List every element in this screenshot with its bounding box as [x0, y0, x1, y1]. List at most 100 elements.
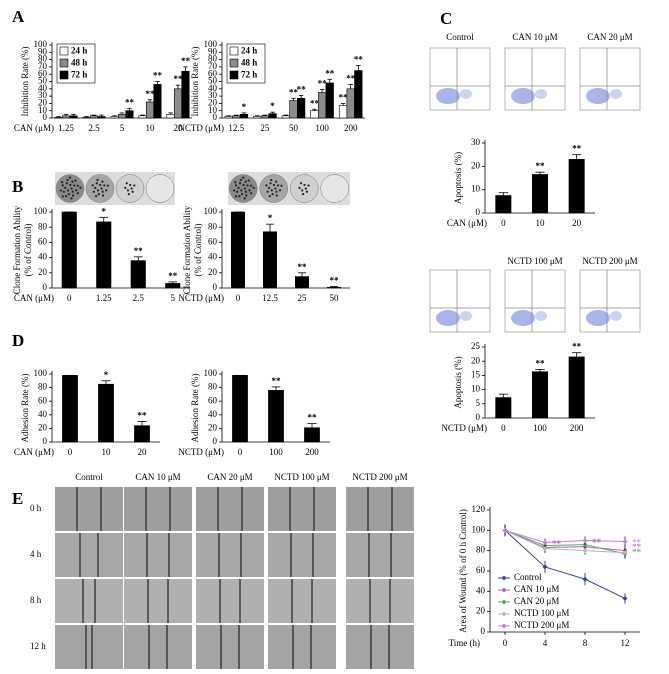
colony-dot: [70, 187, 73, 190]
y-tick-label: 100: [204, 39, 218, 49]
wound-image: [196, 487, 264, 531]
significance-label: **: [592, 538, 602, 548]
wound-image: [55, 579, 123, 623]
significance-label: **: [138, 411, 148, 421]
bar: [54, 116, 63, 119]
y-tick-label: 40: [208, 252, 218, 262]
x-axis-label: CAN (μM): [14, 293, 54, 303]
bar: [134, 425, 150, 443]
colony-dot: [103, 184, 106, 187]
colony-dot: [276, 184, 280, 187]
x-tick-label: 0: [67, 293, 72, 303]
bar: [297, 97, 306, 119]
significance-label: **: [318, 79, 328, 89]
significance-label: *: [242, 102, 247, 112]
y-tick-label: 0: [43, 436, 48, 446]
y-tick-label: 60: [208, 236, 218, 246]
x-tick-label: 12.5: [228, 123, 244, 133]
colony-dot: [95, 182, 98, 185]
colony-well: [320, 174, 349, 203]
x-axis-label: Time (h): [449, 638, 480, 648]
significance-label: **: [592, 545, 602, 555]
y-tick-label: 20: [471, 355, 481, 365]
x-tick-label: 12: [621, 638, 630, 648]
y-tick-label: 90: [208, 46, 218, 56]
bar: [98, 383, 114, 443]
wound-image: [55, 625, 123, 669]
x-tick-label: 1.25: [96, 293, 112, 303]
wound-image: [346, 533, 414, 577]
colony-dot: [66, 189, 70, 192]
colony-dot: [275, 190, 278, 193]
bar: [568, 159, 585, 214]
x-axis-label: CAN (μM): [14, 447, 54, 457]
x-axis-label: CAN (μM): [14, 123, 54, 133]
colony-dot: [275, 194, 278, 197]
y-tick-label: 60: [38, 236, 48, 246]
legend-swatch: [59, 46, 69, 56]
y-tick-label: 20: [208, 422, 218, 432]
y-tick-label: 0: [213, 282, 218, 292]
colony-dot: [271, 193, 274, 196]
legend-label: NCTD 200 μM: [514, 620, 569, 630]
colony-well: [85, 174, 115, 203]
significance-label: **: [354, 55, 364, 65]
marker: [582, 538, 588, 543]
flow-cloud: [610, 89, 622, 99]
x-tick-label: 200: [570, 423, 584, 433]
bar: [346, 88, 355, 119]
wound-column-label: Control: [75, 472, 103, 482]
colony-dot: [267, 186, 271, 189]
legend-label: 72 h: [71, 70, 87, 80]
x-tick-label: 5: [171, 293, 176, 303]
significance-label: *: [270, 101, 275, 111]
x-tick-label: 2.5: [88, 123, 100, 133]
bar: [568, 356, 585, 419]
wound-column-label: CAN 10 μM: [135, 472, 180, 482]
colony-dot: [301, 189, 304, 192]
colony-dot: [234, 181, 237, 184]
y-tick-label: 50: [208, 76, 218, 86]
colony-dot: [69, 183, 72, 187]
x-axis-label: NCTD (μM): [178, 447, 224, 457]
y-tick-label: 100: [472, 524, 486, 534]
wound-image: [268, 533, 336, 577]
legend-label: 48 h: [71, 58, 87, 68]
colony-dot: [71, 190, 74, 193]
colony-dot: [68, 176, 72, 179]
significance-label: **: [632, 547, 642, 557]
colony-dot: [243, 187, 246, 190]
marker: [582, 576, 588, 582]
legend-swatch: [59, 70, 69, 80]
colony-dot: [247, 179, 250, 182]
y-tick-label: 40: [38, 83, 48, 93]
x-tick-label: 20: [138, 447, 148, 457]
colony-dot: [275, 180, 278, 183]
y-tick-label: 20: [38, 97, 48, 107]
colony-dot: [101, 180, 104, 183]
significance-label: **: [572, 342, 582, 352]
y-tick-label: 120: [472, 504, 486, 514]
panel-label: D: [12, 331, 24, 350]
y-tick-label: 80: [38, 221, 48, 231]
y-tick-label: 60: [38, 68, 48, 78]
y-axis-label: Inhibition Rate (%): [20, 47, 30, 117]
significance-label: **: [536, 358, 546, 368]
significance-label: **: [592, 538, 602, 548]
x-tick-label: 25: [298, 293, 308, 303]
flow-label: Control: [446, 32, 474, 42]
colony-dot: [252, 186, 255, 189]
colony-dot: [244, 190, 248, 193]
colony-dot: [301, 193, 305, 196]
colony-dot: [303, 183, 306, 187]
legend-label: Control: [514, 572, 542, 582]
significance-label: *: [102, 206, 107, 216]
x-tick-label: 50: [289, 123, 299, 133]
wound-row-label: 4 h: [30, 549, 42, 559]
panel-label: C: [440, 9, 452, 28]
colony-dot: [94, 186, 97, 189]
flow-cloud: [436, 88, 460, 104]
colony-dot: [266, 190, 269, 193]
colony-dot: [274, 187, 277, 190]
bar: [130, 260, 146, 289]
